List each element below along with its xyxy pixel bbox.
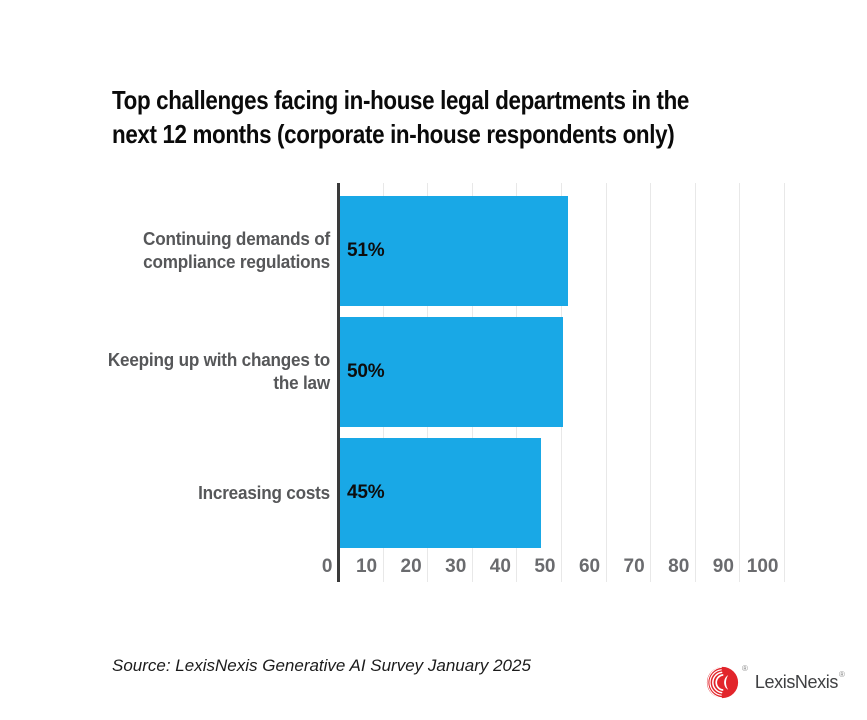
chart-title: Top challenges facing in-house legal dep… [112,83,689,151]
gridline [650,183,652,582]
x-axis-tick-label: 0 [321,556,333,577]
category-label: Keeping up with changes to the law [107,350,330,393]
bar [340,317,563,427]
x-axis-tick-label: 70 [623,556,645,577]
category-label: Continuing demands of compliance regulat… [143,229,330,272]
registered-mark-wordmark: ® [838,670,845,679]
bar [340,438,541,548]
x-axis-tick-label: 50 [534,556,556,577]
chart-title-line-2: next 12 months (corporate in-house respo… [112,119,675,149]
x-axis-tick-label: 60 [578,556,601,577]
gridline [739,183,741,582]
bar-value-label: 51% [347,240,385,261]
lexisnexis-orb-icon [706,666,739,698]
bar-value-label: 50% [347,361,385,382]
gridline [694,183,696,582]
x-axis-tick-label: 90 [712,556,734,577]
x-axis-tick-label: 20 [400,556,422,577]
x-axis-tick-label: 100 [746,556,779,577]
chart-title-line-1: Top challenges facing in-house legal dep… [112,85,690,115]
category-label: Increasing costs [198,482,330,503]
registered-mark-icon: ® [742,664,748,673]
lexisnexis-logo: ® LexisNexis ® [704,663,845,701]
x-axis-tick-label: 10 [355,556,378,577]
x-axis-tick-label: 40 [489,556,511,577]
brand-wordmark: LexisNexis [754,671,838,692]
gridline [784,183,785,582]
x-axis-tick-label: 30 [445,556,467,577]
bar [340,196,568,306]
bar-value-label: 45% [347,482,385,503]
x-axis-tick-label: 80 [668,556,690,577]
y-axis-line [336,183,340,582]
gridline [605,183,607,582]
source-note: Source: LexisNexis Generative AI Survey … [112,656,531,675]
